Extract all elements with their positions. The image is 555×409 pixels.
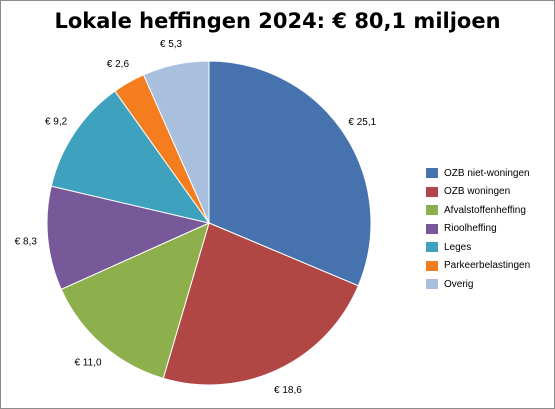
legend-swatch-0 xyxy=(426,168,438,179)
legend-label-6: Overig xyxy=(444,278,474,290)
legend-label-4: Leges xyxy=(444,241,472,253)
pie-slice-1 xyxy=(162,222,359,386)
legend-item-1: OZB woningen xyxy=(426,183,530,202)
legend-swatch-4 xyxy=(426,242,438,253)
pie-slice-6 xyxy=(142,60,210,224)
slice-data-label-2: € 11,0 xyxy=(74,358,101,369)
chart-title: Lokale heffingen 2024: € 80,1 miljoen xyxy=(54,9,501,33)
legend-swatch-5 xyxy=(426,260,438,271)
legend-label-0: OZB niet-woningen xyxy=(444,167,530,179)
legend-item-5: Parkeerbelastingen xyxy=(426,257,530,276)
legend-swatch-6 xyxy=(426,279,438,290)
legend-item-3: Rioolheffing xyxy=(426,220,530,239)
slice-data-label-4: € 9,2 xyxy=(45,117,68,128)
legend-swatch-3 xyxy=(426,223,438,234)
legend-item-4: Leges xyxy=(426,238,530,257)
pie-slice-0 xyxy=(208,60,372,287)
legend-label-2: Afvalstoffenheffing xyxy=(444,204,526,216)
pie-slice-3 xyxy=(46,185,211,290)
slice-data-label-0: € 25,1 xyxy=(348,117,376,128)
legend-label-5: Parkeerbelastingen xyxy=(444,260,531,272)
legend-label-1: OZB woningen xyxy=(444,186,511,198)
legend-item-6: Overig xyxy=(426,275,530,294)
slice-data-label-6: € 5,3 xyxy=(160,39,183,50)
slice-data-label-1: € 18,6 xyxy=(274,385,302,396)
slice-data-label-5: € 2,6 xyxy=(107,59,130,70)
legend-item-0: OZB niet-woningen xyxy=(426,164,530,183)
legend: OZB niet-woningen OZB woningen Afvalstoffe… xyxy=(426,164,530,294)
legend-swatch-1 xyxy=(426,186,438,197)
pie-slice-4 xyxy=(50,90,211,224)
legend-label-3: Rioolheffing xyxy=(444,223,497,235)
pie-slice-2 xyxy=(60,222,210,380)
legend-item-2: Afvalstoffenheffing xyxy=(426,201,530,220)
slice-data-label-3: € 8,3 xyxy=(15,237,38,248)
legend-swatch-2 xyxy=(426,205,438,216)
